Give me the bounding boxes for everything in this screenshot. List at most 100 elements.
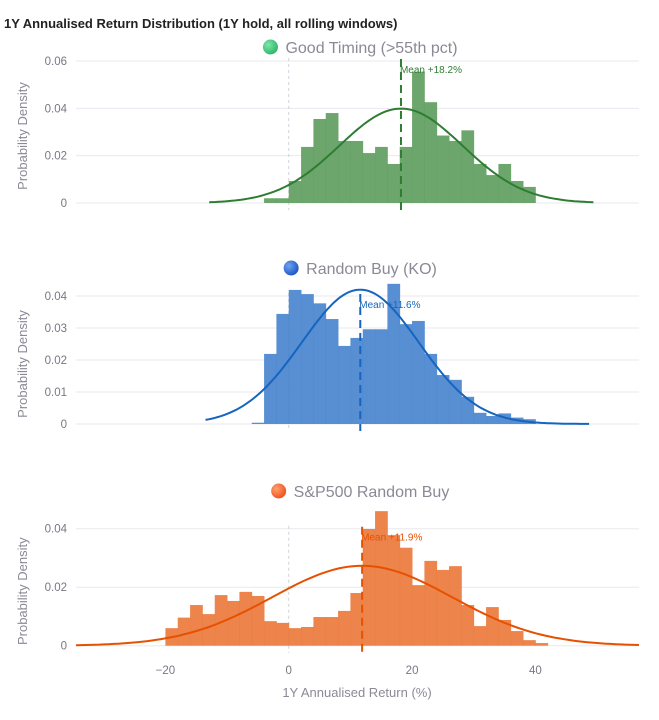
chart-title: 1Y Annualised Return Distribution (1Y ho… xyxy=(4,16,398,31)
legend-marker-icon xyxy=(283,260,299,276)
histogram-bar xyxy=(449,140,462,203)
x-tick-label: 40 xyxy=(529,665,542,677)
mean-label: Mean +11.6% xyxy=(359,300,420,311)
histogram-bar xyxy=(473,626,487,646)
histogram-bar xyxy=(387,163,401,203)
y-tick-label: 0 xyxy=(61,419,67,431)
histogram-bar xyxy=(338,610,351,646)
histogram-bar xyxy=(461,605,475,646)
histogram-bar xyxy=(313,118,327,203)
x-tick-label: 20 xyxy=(406,665,419,677)
legend-marker-icon xyxy=(271,483,287,499)
histogram-bar xyxy=(473,412,487,424)
histogram-bar xyxy=(399,547,413,646)
histogram-bar xyxy=(325,617,339,646)
histogram-bar xyxy=(449,379,462,424)
histogram-bar xyxy=(436,135,450,203)
histogram-bar xyxy=(498,163,512,203)
panel-2: 0 0.02 0.04 Mean +11.9% S&P500 Random Buy Pro… xyxy=(15,483,640,653)
histogram-bar xyxy=(362,528,376,646)
histogram-bar xyxy=(498,619,512,646)
histogram-bar xyxy=(288,628,302,646)
y-tick-label: 0 xyxy=(61,198,67,210)
histogram-bar xyxy=(239,591,253,646)
histogram-bar xyxy=(264,621,277,646)
histogram-bar xyxy=(313,303,327,424)
histogram-bar xyxy=(251,595,265,646)
histogram-bar xyxy=(523,640,536,646)
y-tick-label: 0.04 xyxy=(45,524,68,536)
histogram-bar xyxy=(362,329,376,424)
y-tick-label: 0.04 xyxy=(45,103,68,115)
y-axis-label: Probability Density xyxy=(15,82,30,190)
x-axis: −20 0 20 40 xyxy=(156,665,542,677)
fit-curve xyxy=(209,107,594,204)
histogram-bar xyxy=(486,175,499,203)
histogram-bar xyxy=(387,283,401,424)
histogram-bar xyxy=(510,180,524,203)
y-tick-label: 0.02 xyxy=(45,582,67,594)
histogram-bar xyxy=(301,626,314,646)
histogram-bar xyxy=(486,607,499,646)
histogram-bar xyxy=(350,140,364,203)
histogram-bar xyxy=(325,319,339,424)
y-tick-label: 0.01 xyxy=(45,387,67,399)
histogram-bar xyxy=(190,605,203,646)
histogram-bar xyxy=(424,353,438,424)
histogram-bar xyxy=(264,353,277,424)
histogram-bar xyxy=(375,329,388,424)
histogram-bar xyxy=(313,617,327,646)
panel-title: Good Timing (>55th pct) xyxy=(285,40,457,57)
histogram-bar xyxy=(375,511,388,646)
legend-marker-icon xyxy=(262,39,278,55)
x-tick-label: 0 xyxy=(286,665,292,677)
x-tick-label: −20 xyxy=(156,665,176,677)
panel-1: 0 0.01 0.02 0.03 0.04 Mean +11.6% Random Buy (… xyxy=(15,260,639,431)
panel-0: 0 0.02 0.04 0.06 Mean +18.2% Good Timing (>55… xyxy=(15,39,639,210)
y-axis-label: Probability Density xyxy=(15,537,30,645)
mean-label: Mean +18.2% xyxy=(400,65,462,76)
histogram-bar xyxy=(523,186,536,203)
histogram-bar xyxy=(535,643,549,646)
histogram-bar xyxy=(449,566,462,646)
histogram-bar xyxy=(325,113,339,203)
histogram-bar xyxy=(436,569,450,646)
histogram-bar xyxy=(399,324,413,424)
histogram-bar xyxy=(301,146,314,203)
fit-curve xyxy=(205,288,590,425)
histogram-bar xyxy=(214,595,228,646)
y-tick-label: 0.02 xyxy=(45,355,67,367)
y-tick-label: 0 xyxy=(61,641,67,653)
y-tick-label: 0.02 xyxy=(45,151,67,163)
x-axis-label: 1Y Annualised Return (%) xyxy=(282,685,431,700)
histogram-bar xyxy=(375,146,388,203)
histogram-bar xyxy=(338,345,351,424)
y-tick-label: 0.03 xyxy=(45,323,67,335)
histogram-bar xyxy=(461,396,475,424)
histogram-bar xyxy=(276,622,290,646)
histogram-bar xyxy=(338,140,351,203)
histogram-bar xyxy=(424,102,438,203)
histogram-bar xyxy=(301,294,314,424)
histogram-bar xyxy=(461,130,475,203)
histogram-bar xyxy=(288,180,302,203)
panel-title: Random Buy (KO) xyxy=(306,261,437,278)
histogram-bar xyxy=(473,163,487,203)
histogram-bar xyxy=(424,560,438,646)
histogram-bar xyxy=(436,375,450,424)
histogram-bar xyxy=(202,614,216,646)
histogram-bar xyxy=(399,146,413,203)
histogram-bar xyxy=(510,631,524,646)
histogram-bar xyxy=(276,198,290,203)
histogram-bar xyxy=(251,422,265,424)
histogram-bar xyxy=(227,600,240,646)
panel-legend: Random Buy (KO) xyxy=(283,260,437,278)
histogram-bar xyxy=(350,593,364,646)
mean-label: Mean +11.9% xyxy=(361,533,422,544)
y-tick-label: 0.06 xyxy=(45,56,67,68)
y-axis-label: Probability Density xyxy=(15,310,30,418)
histogram-bar xyxy=(288,289,302,424)
histogram-bar xyxy=(264,198,277,203)
histogram-bar xyxy=(412,71,425,204)
